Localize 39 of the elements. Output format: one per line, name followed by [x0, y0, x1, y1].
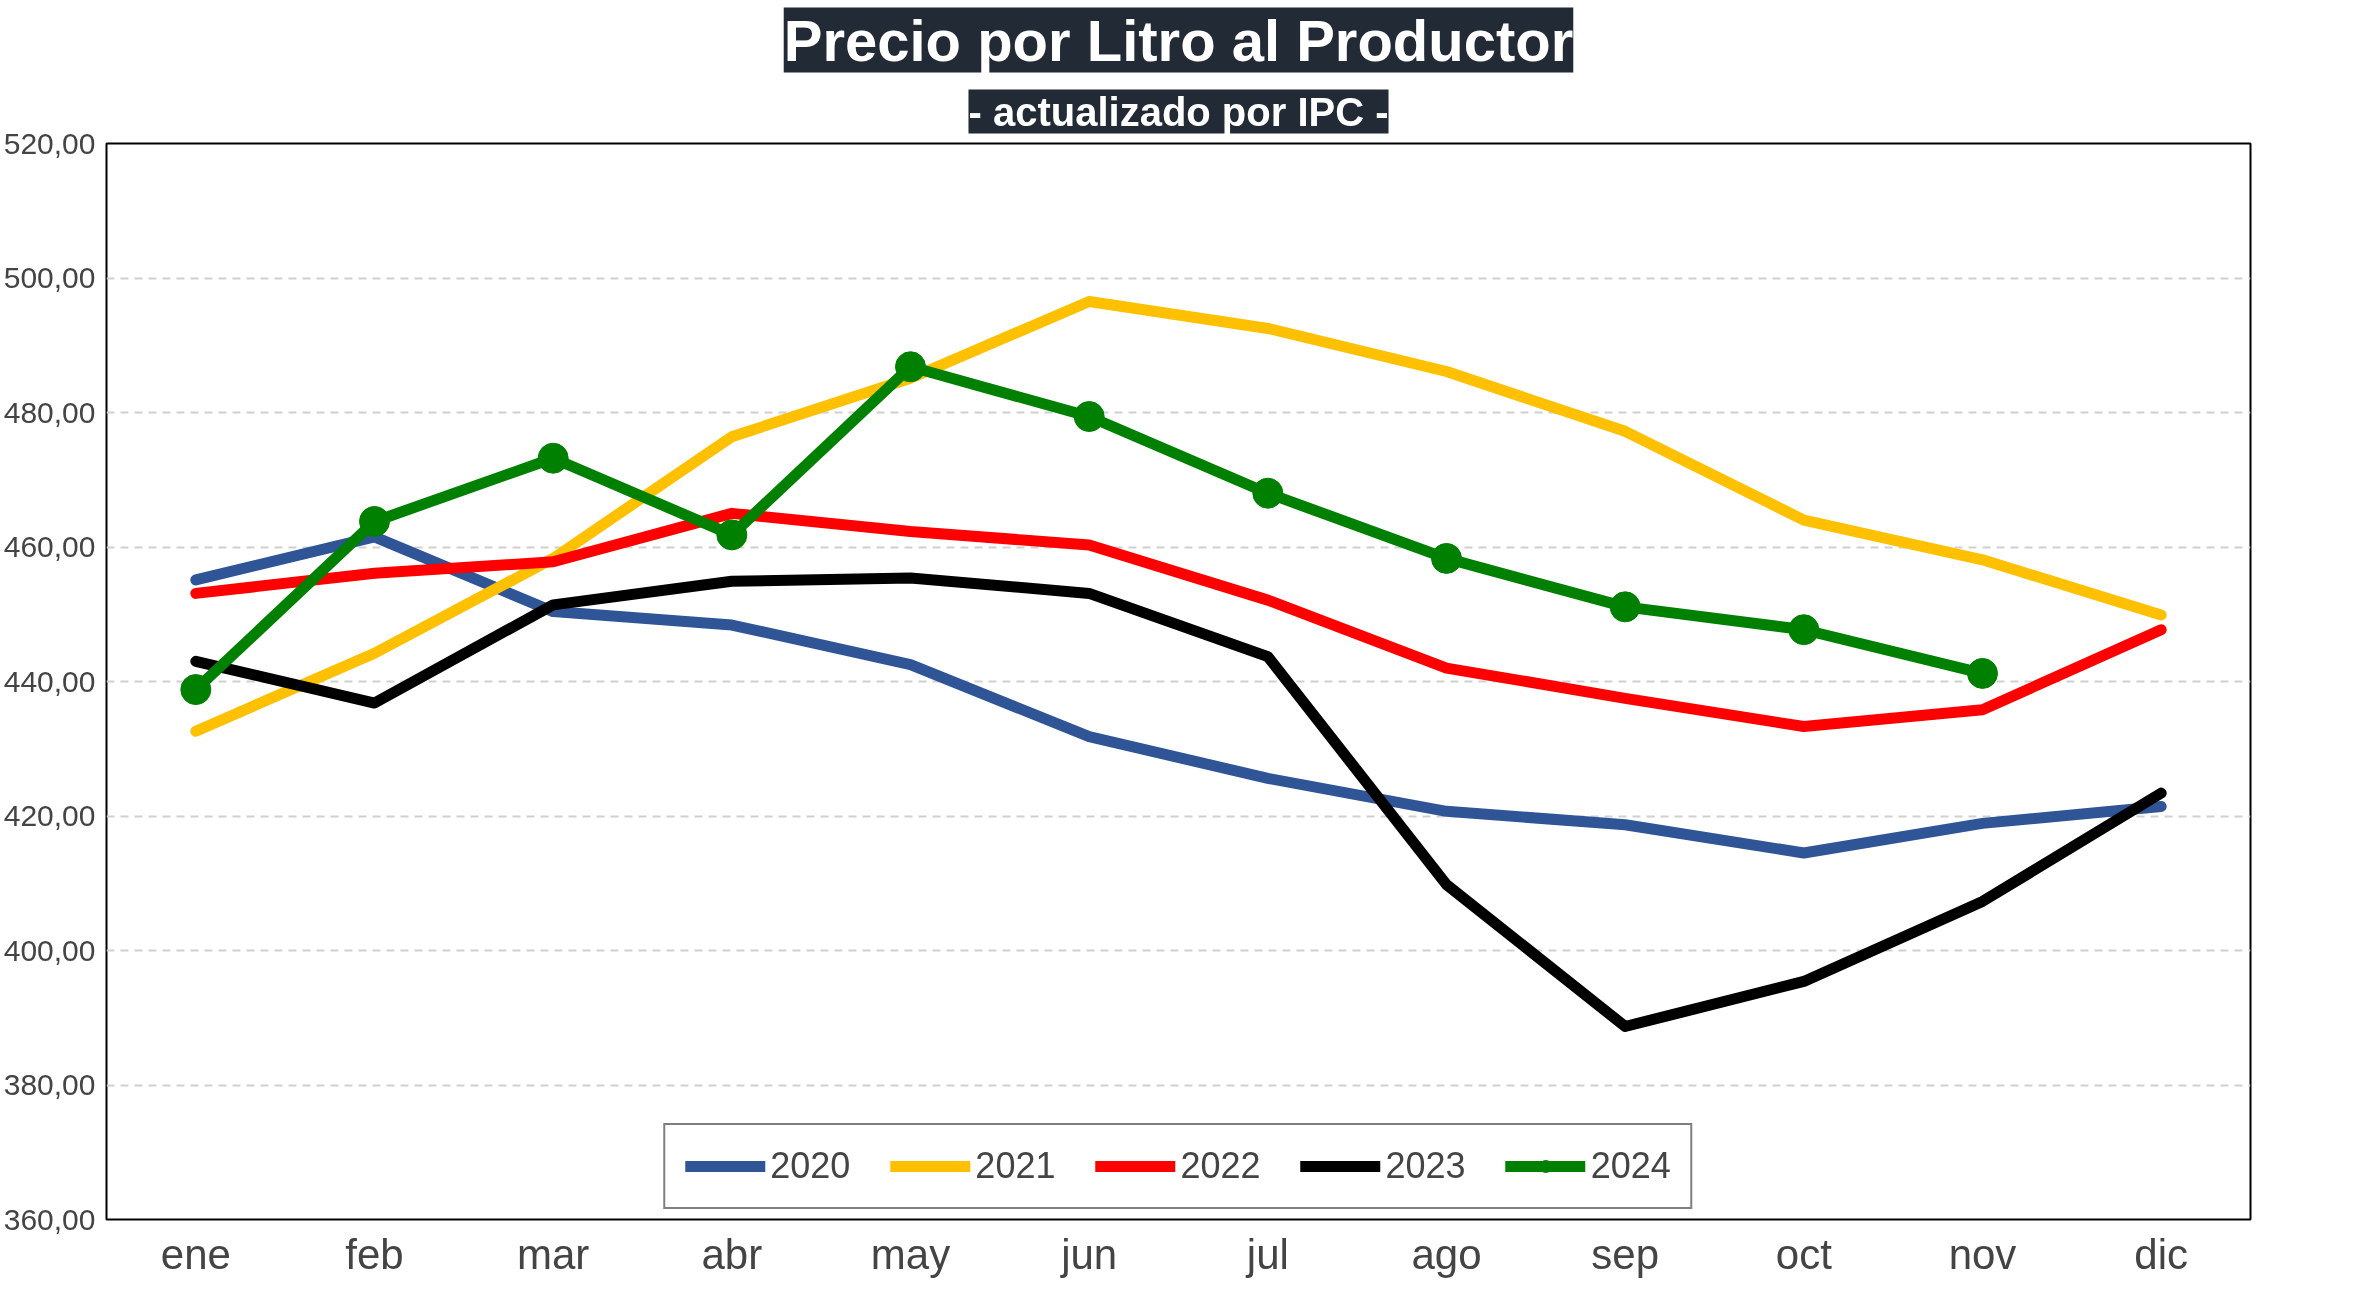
x-tick-label: ago [1411, 1230, 1482, 1278]
point [180, 674, 212, 706]
x-tick-label: may [870, 1230, 951, 1278]
point [537, 442, 569, 474]
legend-label: 2022 [1180, 1145, 1261, 1187]
y-tick-label: 500,00 [3, 261, 96, 294]
point [1788, 614, 1820, 646]
point [1431, 542, 1462, 574]
point [1967, 657, 1998, 689]
x-tick-label: sep [1591, 1230, 1660, 1278]
y-tick-label: 360,00 [3, 1202, 96, 1236]
y-tick-label: 400,00 [3, 933, 96, 967]
legend-label: 2024 [1590, 1145, 1671, 1187]
point [359, 505, 390, 537]
legend-label: 2023 [1385, 1145, 1466, 1187]
x-tick-label: jun [1059, 1230, 1118, 1278]
point [1252, 477, 1284, 509]
point [1609, 591, 1641, 623]
y-tick-label: 420,00 [3, 799, 96, 832]
chart-subtitle: - actualizado por IPC - [968, 89, 1389, 134]
legend-label: 2020 [770, 1145, 851, 1187]
y-tick-label: 460,00 [3, 530, 96, 563]
x-tick-label: ene [160, 1230, 231, 1278]
point [895, 351, 926, 383]
x-tick-label: abr [701, 1230, 763, 1278]
x-tick-label: jul [1244, 1230, 1289, 1278]
x-tick-label: nov [1948, 1230, 2017, 1278]
legend-label: 2021 [975, 1145, 1056, 1187]
y-tick-label: 440,00 [3, 664, 96, 698]
point [1073, 401, 1105, 433]
y-tick-label: 520,00 [3, 126, 96, 160]
chart-title: Precio por Litro al Productor [783, 7, 1574, 73]
y-tick-label: 380,00 [3, 1068, 96, 1101]
x-tick-label: dic [2134, 1230, 2189, 1278]
x-tick-label: feb [345, 1230, 404, 1278]
x-tick-label: oct [1775, 1230, 1833, 1278]
y-tick-label: 480,00 [3, 395, 96, 429]
x-tick-label: mar [517, 1230, 590, 1278]
point [716, 519, 748, 551]
